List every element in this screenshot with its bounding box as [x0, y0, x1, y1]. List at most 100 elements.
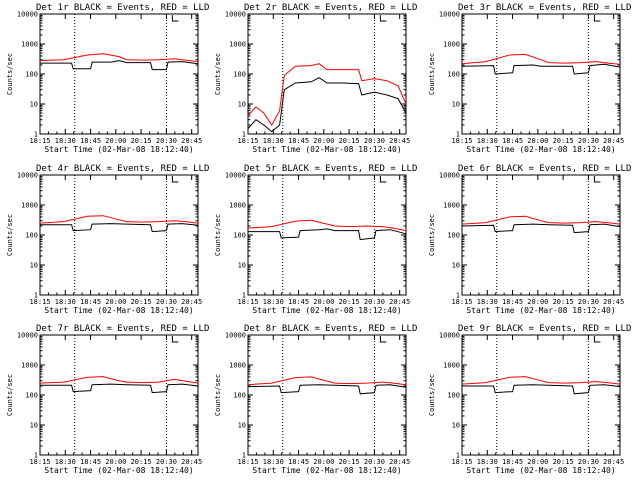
corner-bracket-mark — [171, 336, 179, 343]
x-tick-label: 20:00 — [105, 137, 126, 145]
x-tick-label: 20:30 — [156, 298, 177, 306]
panel-grid: Det 1r BLACK = Events, RED = LLD 1 10 100 10… — [6, 3, 631, 475]
y-tick-label: 1 — [34, 131, 38, 139]
x-axis-label: Start Time (02-Mar-08 18:12:40) — [466, 145, 615, 154]
x-tick-label: 20:45 — [603, 298, 624, 306]
panel-title: Det 7r BLACK = Events, RED = LLD — [36, 324, 209, 334]
x-tick-label: 20:30 — [364, 458, 385, 466]
y-tick-label: 1000 — [21, 202, 38, 210]
y-tick-label: 10 — [452, 422, 460, 430]
events-series-line — [247, 77, 407, 133]
x-tick-label: 18:30 — [477, 137, 498, 145]
y-tick-label: 100 — [233, 71, 246, 79]
y-tick-label: 100 — [25, 71, 38, 79]
panel-title: Det 8r BLACK = Events, RED = LLD — [244, 324, 417, 334]
x-tick-label: 20:45 — [603, 458, 624, 466]
x-tick-label: 20:15 — [131, 298, 152, 306]
x-tick-label: 20:30 — [156, 458, 177, 466]
x-tick-label: 18:45 — [80, 298, 101, 306]
y-tick-label: 100 — [447, 71, 460, 79]
lld-series-line — [39, 53, 199, 63]
x-axis-label: Start Time (02-Mar-08 18:12:40) — [466, 306, 615, 315]
y-tick-label: 10000 — [439, 11, 460, 19]
x-tick-label: 18:15 — [451, 458, 472, 466]
y-tick-label: 1 — [242, 452, 246, 460]
detector-panel-4: Det 4r BLACK = Events, RED = LLD 1 10 100 10… — [6, 164, 209, 315]
x-tick-label: 18:30 — [55, 137, 76, 145]
y-tick-label: 1 — [242, 131, 246, 139]
x-tick-label: 18:15 — [237, 298, 258, 306]
y-tick-label: 1 — [456, 131, 460, 139]
y-axis-label: Counts/sec — [6, 53, 14, 95]
y-axis-label: Counts/sec — [428, 53, 436, 95]
y-axis-label: Counts/sec — [6, 374, 14, 416]
detector-panel-2: Det 2r BLACK = Events, RED = LLD 1 10 100 10… — [214, 3, 417, 154]
x-tick-label: 20:45 — [181, 298, 202, 306]
y-tick-label: 1 — [34, 292, 38, 300]
x-tick-label: 18:30 — [263, 137, 284, 145]
x-tick-label: 18:45 — [502, 137, 523, 145]
y-tick-label: 1 — [456, 292, 460, 300]
lld-series-line — [461, 376, 621, 385]
x-tick-label: 18:15 — [237, 137, 258, 145]
y-tick-label: 100 — [233, 232, 246, 240]
detector-panel-3: Det 3r BLACK = Events, RED = LLD 1 10 100 10… — [428, 3, 631, 154]
x-tick-label: 20:45 — [389, 458, 410, 466]
y-tick-label: 1000 — [229, 362, 246, 370]
x-tick-label: 20:30 — [364, 298, 385, 306]
detector-panel-9: Det 9r BLACK = Events, RED = LLD 1 10 100 10… — [428, 324, 631, 475]
x-tick-label: 20:00 — [105, 298, 126, 306]
y-tick-label: 100 — [233, 392, 246, 400]
x-tick-label: 20:00 — [313, 298, 334, 306]
corner-bracket-mark — [593, 176, 601, 183]
y-tick-label: 1000 — [229, 202, 246, 210]
y-tick-label: 10000 — [225, 332, 246, 340]
y-tick-label: 10000 — [439, 172, 460, 180]
x-tick-label: 20:15 — [339, 137, 360, 145]
x-tick-label: 18:15 — [451, 137, 472, 145]
x-tick-label: 20:00 — [527, 137, 548, 145]
events-series-line — [40, 60, 199, 71]
x-tick-label: 18:30 — [263, 298, 284, 306]
corner-bracket-mark — [593, 15, 601, 22]
lld-series-line — [247, 376, 407, 386]
lld-series-line — [461, 53, 621, 65]
x-tick-label: 20:15 — [553, 458, 574, 466]
x-axis-label: Start Time (02-Mar-08 18:12:40) — [44, 306, 193, 315]
x-tick-label: 20:30 — [156, 137, 177, 145]
x-axis-label: Start Time (02-Mar-08 18:12:40) — [44, 145, 193, 154]
y-tick-label: 10 — [30, 262, 38, 270]
y-tick-label: 1000 — [21, 362, 38, 370]
x-tick-label: 20:15 — [553, 137, 574, 145]
events-series-line — [461, 63, 621, 75]
detector-panel-5: Det 5r BLACK = Events, RED = LLD 1 10 100 10… — [214, 164, 417, 315]
y-tick-label: 1000 — [443, 362, 460, 370]
x-tick-label: 18:45 — [288, 298, 309, 306]
x-tick-label: 18:30 — [55, 458, 76, 466]
corner-bracket-mark — [379, 336, 387, 343]
x-tick-label: 18:30 — [477, 298, 498, 306]
x-tick-label: 18:45 — [288, 458, 309, 466]
corner-bracket-mark — [171, 15, 179, 22]
y-tick-label: 1 — [456, 452, 460, 460]
x-tick-label: 20:45 — [181, 137, 202, 145]
y-tick-label: 10 — [30, 101, 38, 109]
x-tick-label: 20:00 — [313, 137, 334, 145]
x-tick-label: 20:00 — [105, 458, 126, 466]
x-tick-label: 20:00 — [313, 458, 334, 466]
x-tick-label: 20:30 — [578, 458, 599, 466]
y-tick-label: 100 — [25, 232, 38, 240]
events-series-line — [248, 228, 407, 241]
detector-panel-8: Det 8r BLACK = Events, RED = LLD 1 10 100 10… — [214, 324, 417, 475]
panel-title: Det 9r BLACK = Events, RED = LLD — [458, 324, 631, 334]
events-series-line — [462, 384, 621, 395]
x-tick-label: 18:45 — [502, 458, 523, 466]
panel-title: Det 5r BLACK = Events, RED = LLD — [244, 164, 417, 174]
detector-panel-1: Det 1r BLACK = Events, RED = LLD 1 10 100 10… — [6, 3, 209, 154]
y-tick-label: 10 — [238, 262, 246, 270]
events-series-line — [40, 383, 199, 394]
panel-title: Det 1r BLACK = Events, RED = LLD — [36, 3, 209, 13]
x-tick-label: 20:15 — [131, 137, 152, 145]
panel-title: Det 6r BLACK = Events, RED = LLD — [458, 164, 631, 174]
